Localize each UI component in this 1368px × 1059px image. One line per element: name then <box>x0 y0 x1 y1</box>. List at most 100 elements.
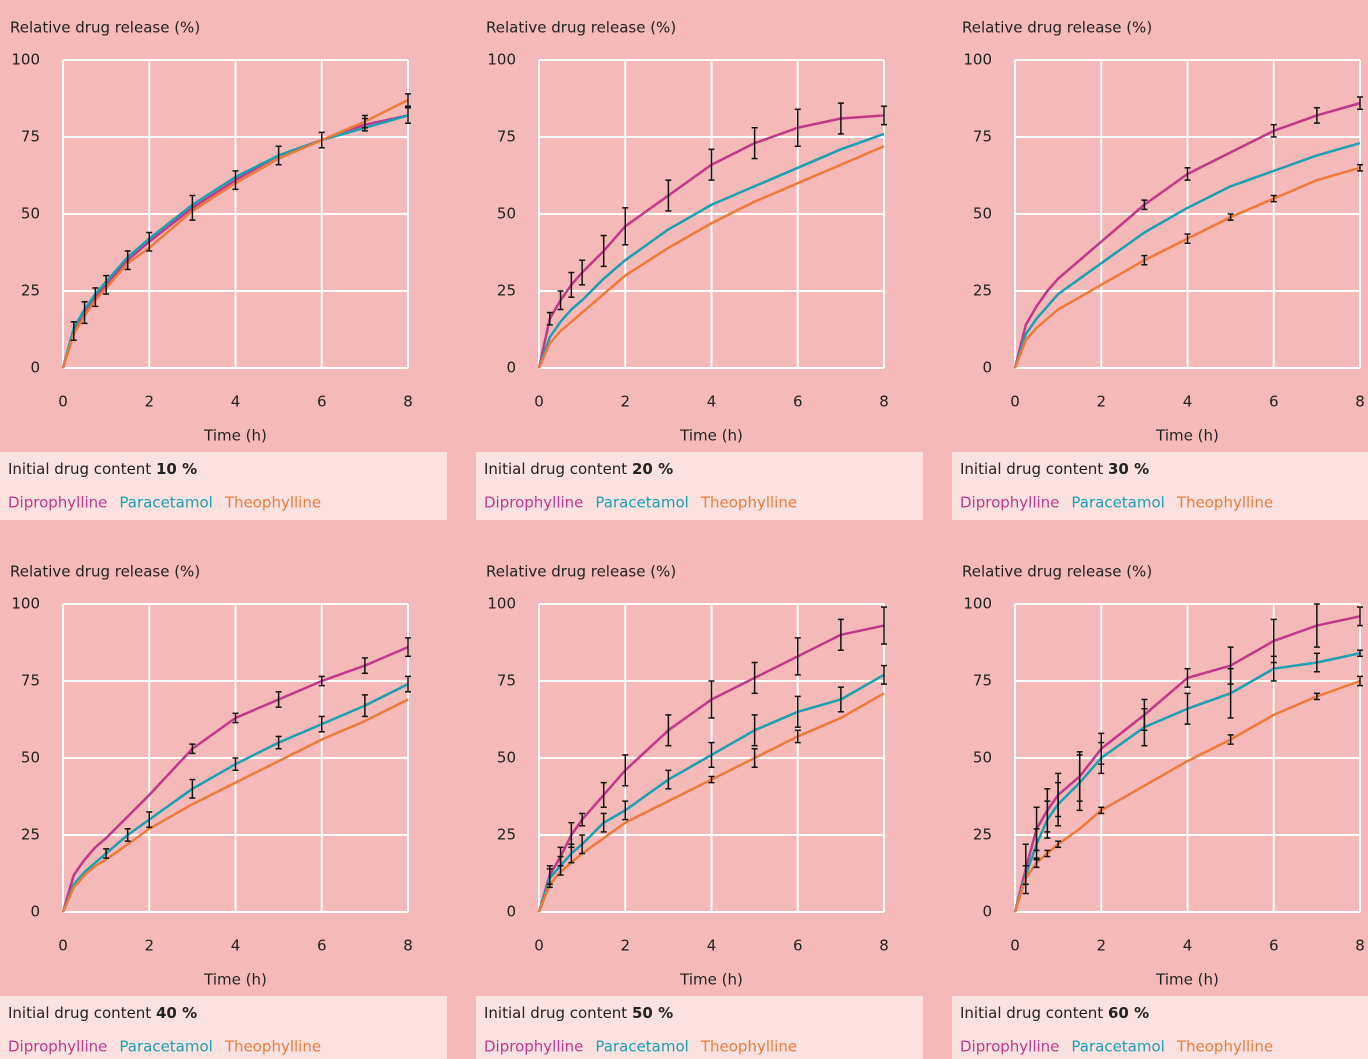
error-bar <box>361 694 368 718</box>
error-bar <box>275 145 282 166</box>
y-tick-label: 25 <box>973 282 992 300</box>
x-axis-label: Time (h) <box>1155 971 1219 989</box>
x-axis-label: Time (h) <box>679 971 743 989</box>
y-tick-label: 100 <box>487 595 516 613</box>
error-bar <box>557 290 564 311</box>
caption: Initial drug content 50 % <box>484 1004 673 1022</box>
caption-text: Initial drug content <box>484 460 627 478</box>
error-bar <box>1184 167 1191 181</box>
error-bar <box>1357 606 1363 627</box>
caption: Initial drug content 20 % <box>484 460 673 478</box>
error-bar <box>1313 106 1320 124</box>
error-bar <box>1227 734 1234 745</box>
y-tick-label: 75 <box>21 672 40 690</box>
x-tick-label: 4 <box>231 937 241 955</box>
error-bar <box>708 741 715 768</box>
caption-text: Initial drug content <box>960 460 1103 478</box>
y-tick-label: 0 <box>506 359 516 377</box>
error-bar <box>124 828 131 842</box>
legend-entry: Paracetamol <box>595 1038 688 1056</box>
series-line <box>1013 141 1361 369</box>
x-axis-label: Time (h) <box>1155 427 1219 445</box>
error-bar <box>1184 667 1191 688</box>
caption: Initial drug content 40 % <box>8 1004 197 1022</box>
error-bar <box>1141 254 1148 266</box>
error-bar <box>1313 692 1320 701</box>
y-tick-label: 50 <box>21 205 40 223</box>
caption-text: Initial drug content <box>8 460 151 478</box>
error-bar <box>622 800 629 821</box>
series-line <box>537 145 885 369</box>
error-bar <box>1141 707 1148 747</box>
y-tick-label: 75 <box>973 128 992 146</box>
legend-entry: Theophylline <box>224 1038 321 1056</box>
legend-entry: Paracetamol <box>1071 494 1164 512</box>
error-bar <box>1055 781 1062 827</box>
y-tick-label: 50 <box>973 205 992 223</box>
error-bar <box>1098 741 1105 775</box>
y-tick-label: 0 <box>30 903 40 921</box>
caption-value: 40 % <box>156 1004 197 1022</box>
y-axis-label: Relative drug release (%) <box>486 563 676 581</box>
error-bar <box>751 661 758 695</box>
error-bar <box>1022 865 1029 886</box>
error-bar <box>1184 233 1191 245</box>
caption-value: 50 % <box>632 1004 673 1022</box>
legend-entry: Theophylline <box>1176 1038 1273 1056</box>
error-bar <box>1357 675 1363 687</box>
y-tick-label: 25 <box>973 826 992 844</box>
y-tick-label: 50 <box>497 205 516 223</box>
error-bar <box>600 781 607 809</box>
y-axis-label: Relative drug release (%) <box>486 19 676 37</box>
x-tick-label: 2 <box>144 393 154 411</box>
caption-value: 10 % <box>156 460 197 478</box>
error-bar <box>275 691 282 708</box>
x-tick-label: 0 <box>58 393 68 411</box>
x-tick-label: 4 <box>1183 937 1193 955</box>
error-bar <box>665 179 672 212</box>
error-bar <box>881 664 887 685</box>
legend-entry: Diprophylline <box>960 494 1059 512</box>
x-tick-label: 8 <box>403 937 413 955</box>
error-bar <box>1357 649 1363 658</box>
legend-entry: Theophylline <box>1176 494 1273 512</box>
x-tick-label: 0 <box>58 937 68 955</box>
error-bar <box>665 714 672 747</box>
x-tick-label: 6 <box>1269 393 1279 411</box>
x-tick-label: 4 <box>707 393 717 411</box>
y-tick-label: 100 <box>487 51 516 69</box>
legend-entry: Paracetamol <box>119 1038 212 1056</box>
error-bar <box>600 812 607 833</box>
error-bar <box>1044 849 1051 858</box>
error-bar <box>751 748 758 768</box>
x-tick-label: 2 <box>1096 393 1106 411</box>
x-tick-label: 2 <box>620 393 630 411</box>
x-tick-label: 8 <box>879 393 889 411</box>
x-tick-label: 6 <box>1269 937 1279 955</box>
error-bar <box>189 778 196 799</box>
error-bar <box>189 194 196 221</box>
y-tick-label: 0 <box>982 903 992 921</box>
y-axis-label: Relative drug release (%) <box>962 563 1152 581</box>
x-tick-label: 4 <box>707 937 717 955</box>
x-tick-label: 8 <box>1355 393 1365 411</box>
caption-text: Initial drug content <box>484 1004 627 1022</box>
y-axis-label: Relative drug release (%) <box>10 563 200 581</box>
x-tick-label: 0 <box>534 393 544 411</box>
y-tick-label: 50 <box>973 749 992 767</box>
error-bar <box>557 855 564 876</box>
x-tick-label: 0 <box>534 937 544 955</box>
error-bar <box>794 108 801 147</box>
y-tick-label: 75 <box>497 128 516 146</box>
error-bar <box>1313 652 1320 673</box>
x-tick-label: 8 <box>1355 937 1365 955</box>
error-bar <box>318 675 325 687</box>
x-tick-label: 4 <box>1183 393 1193 411</box>
caption-box <box>476 452 923 520</box>
error-bar <box>579 812 586 827</box>
error-bar <box>881 606 887 645</box>
caption-value: 60 % <box>1108 1004 1149 1022</box>
error-bar <box>1357 163 1363 172</box>
